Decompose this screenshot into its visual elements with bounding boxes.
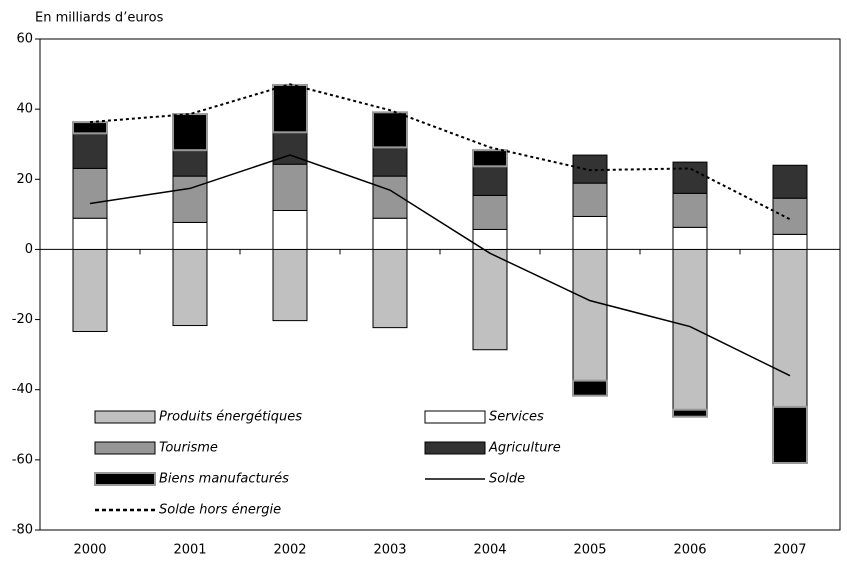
bar — [572, 248, 608, 382]
y-tick-label: -20 — [12, 312, 33, 327]
bar — [472, 165, 508, 196]
x-tick-label: 2003 — [373, 543, 406, 558]
x-tick-label: 2001 — [173, 543, 206, 558]
bar — [472, 149, 508, 168]
bar — [72, 217, 108, 250]
bar — [672, 248, 708, 411]
y-tick-label: 0 — [25, 242, 33, 257]
bar — [72, 167, 108, 219]
bar — [272, 163, 308, 211]
bar — [372, 111, 408, 149]
bar — [772, 164, 808, 199]
legend-box — [88, 398, 585, 522]
bar — [372, 248, 408, 329]
bar — [372, 146, 408, 177]
bar — [372, 217, 408, 250]
bar — [172, 113, 208, 152]
legend-label: Services — [489, 410, 544, 425]
bar — [572, 379, 608, 397]
bar — [172, 149, 208, 177]
legend-swatch — [94, 441, 156, 455]
y-tick-label: 60 — [16, 32, 33, 47]
bar — [572, 215, 608, 250]
bar — [672, 161, 708, 194]
bar — [672, 408, 708, 418]
bar — [272, 83, 308, 134]
bar — [472, 194, 508, 230]
y-tick-label: -60 — [12, 452, 33, 467]
bar — [72, 121, 108, 135]
x-tick-label: 2007 — [773, 543, 806, 558]
legend-swatch — [424, 410, 486, 424]
legend-swatch — [94, 410, 156, 424]
bar — [772, 233, 808, 250]
y-tick-label: -80 — [12, 523, 33, 538]
legend-swatch — [424, 441, 486, 455]
bar — [772, 405, 808, 465]
legend-label: Solde hors énergie — [159, 503, 281, 518]
legend-label: Biens manufacturés — [159, 472, 289, 487]
bar — [472, 248, 508, 351]
legend-label: Produits énergétiques — [159, 410, 302, 425]
x-tick-label: 2005 — [573, 543, 606, 558]
line — [89, 154, 791, 377]
line — [89, 83, 791, 221]
bar — [772, 197, 808, 235]
bar — [272, 209, 308, 250]
bar — [572, 182, 608, 217]
x-tick-label: 2000 — [73, 543, 106, 558]
legend-swatch — [94, 472, 156, 486]
plot-frame — [39, 38, 841, 531]
x-tick-label: 2006 — [673, 543, 706, 558]
bar — [172, 175, 208, 223]
legend-label: Agriculture — [488, 441, 561, 456]
y-axis-label: En milliards d’euros — [35, 11, 164, 26]
bar — [72, 132, 108, 169]
bar — [172, 221, 208, 250]
bar — [272, 248, 308, 322]
bar — [72, 248, 108, 332]
y-tick-label: -40 — [12, 382, 33, 397]
x-tick-label: 2004 — [473, 543, 506, 558]
bar — [172, 248, 208, 327]
bar — [672, 226, 708, 250]
x-tick-label: 2002 — [273, 543, 306, 558]
legend-label: Solde — [489, 472, 525, 487]
legend-label: Tourisme — [159, 441, 218, 456]
y-tick-label: 20 — [16, 172, 33, 187]
bar — [772, 248, 808, 408]
bar — [672, 192, 708, 228]
y-tick-label: 40 — [16, 102, 33, 117]
